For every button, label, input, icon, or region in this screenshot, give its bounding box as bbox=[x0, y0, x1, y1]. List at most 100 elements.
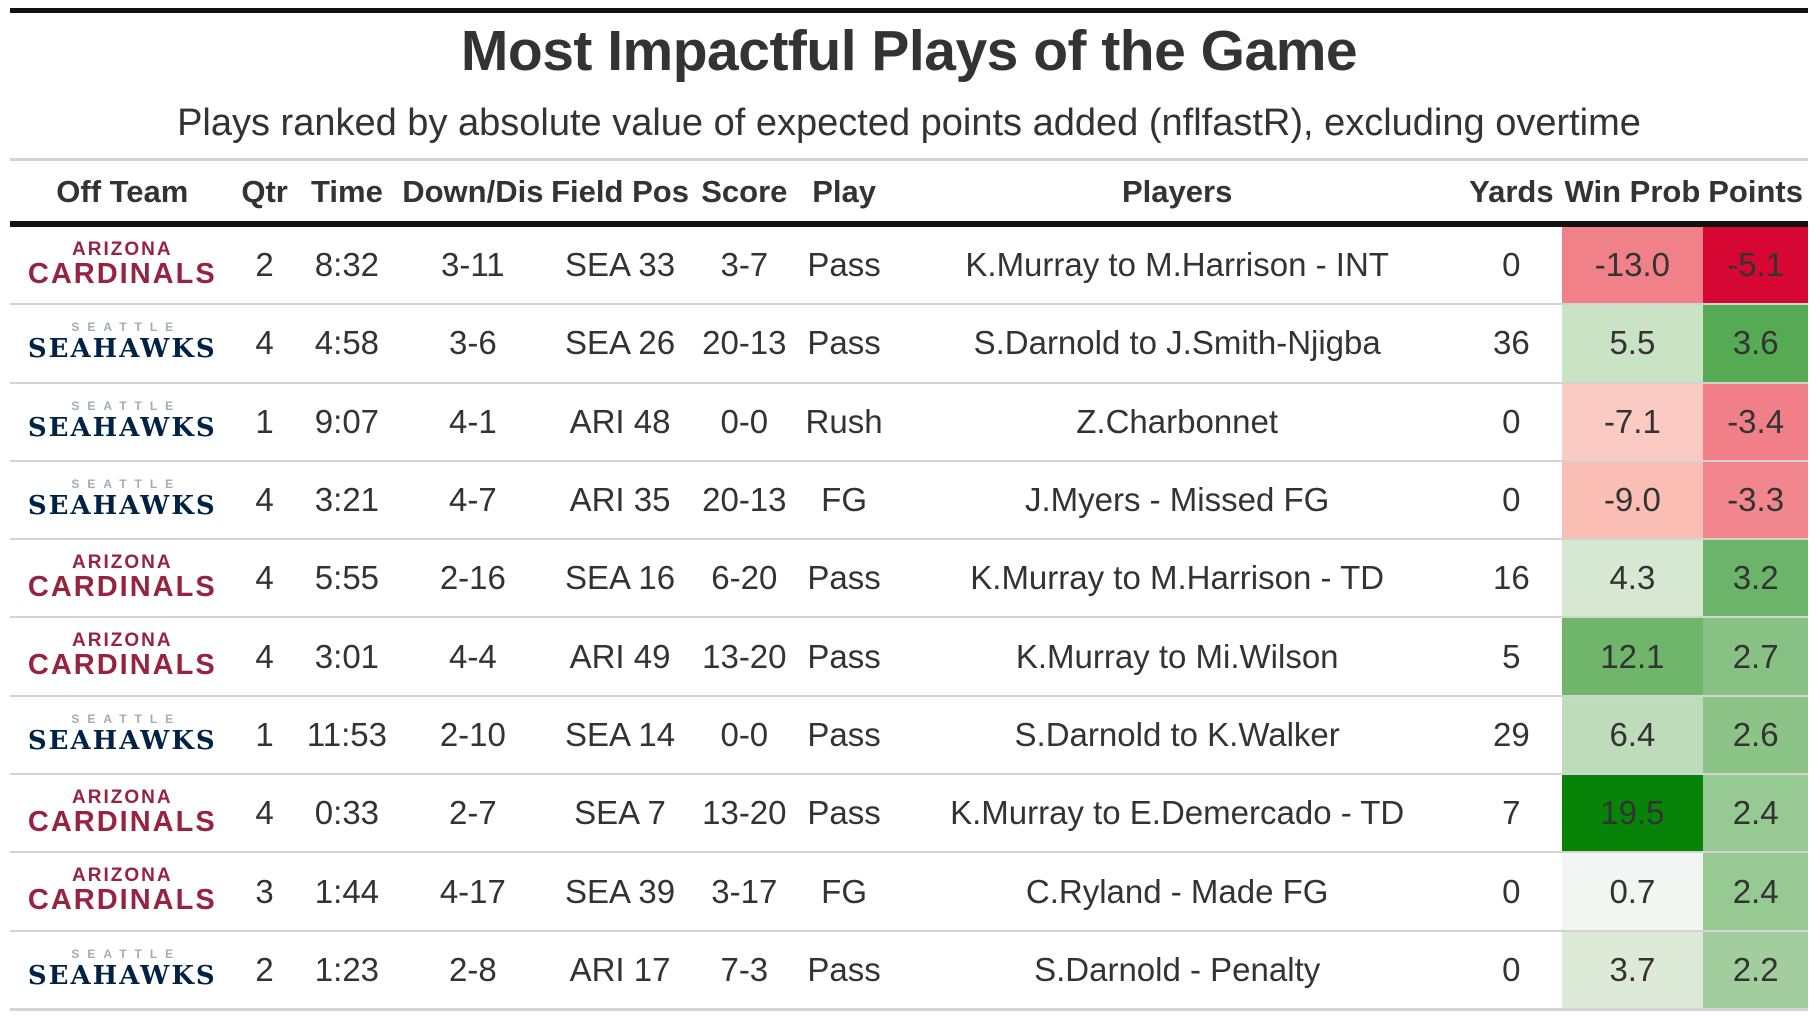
yards-cell: 0 bbox=[1461, 852, 1562, 932]
yards-cell: 7 bbox=[1461, 774, 1562, 854]
field-position-cell: SEA 33 bbox=[546, 224, 694, 306]
seahawks-logo: SEATTLE SEAHAWKS bbox=[28, 713, 217, 754]
logo-line-bottom: CARDINALS bbox=[27, 570, 217, 603]
quarter-cell: 4 bbox=[234, 304, 295, 384]
play-type-cell: FG bbox=[795, 852, 894, 932]
column-header-field-pos: Field Pos bbox=[546, 163, 694, 227]
table-subtitle: Plays ranked by absolute value of expect… bbox=[177, 102, 1641, 144]
plays-table: Off Team Qtr Time Down/Dis Field Pos Sco… bbox=[10, 163, 1808, 1011]
team-logo-cell: ARIZONA CARDINALS bbox=[10, 539, 235, 619]
points-cell: 2.7 bbox=[1703, 617, 1808, 697]
players-cell: C.Ryland - Made FG bbox=[893, 852, 1462, 932]
down-distance-cell: 2-8 bbox=[399, 930, 547, 1011]
logo-line-bottom: SEAHAWKS bbox=[27, 960, 217, 991]
yards-cell: 0 bbox=[1461, 930, 1562, 1011]
table-row: SEATTLE SEAHAWKS 1 11:53 2-10 SEA 14 0-0 Pass S.… bbox=[10, 695, 1808, 776]
top-rule bbox=[10, 8, 1808, 13]
down-distance-cell: 2-7 bbox=[399, 774, 547, 854]
logo-line-bottom: CARDINALS bbox=[27, 805, 217, 838]
table-row: SEATTLE SEAHAWKS 2 1:23 2-8 ARI 17 7-3 Pass S.Da… bbox=[10, 930, 1808, 1011]
seahawks-logo: SEATTLE SEAHAWKS bbox=[28, 478, 217, 519]
column-header-yards: Yards bbox=[1461, 163, 1562, 227]
column-header-time: Time bbox=[294, 163, 400, 227]
yards-cell: 0 bbox=[1461, 460, 1562, 541]
score-cell: 20-13 bbox=[693, 304, 796, 384]
logo-line-bottom: CARDINALS bbox=[27, 884, 217, 917]
play-type-cell: Pass bbox=[795, 695, 894, 776]
yards-cell: 29 bbox=[1461, 695, 1562, 776]
field-position-cell: ARI 17 bbox=[546, 930, 694, 1011]
time-cell: 5:55 bbox=[294, 539, 400, 619]
down-distance-cell: 2-16 bbox=[399, 539, 547, 619]
quarter-cell: 1 bbox=[234, 695, 295, 776]
score-cell: 6-20 bbox=[693, 539, 796, 619]
seahawks-logo: SEATTLE SEAHAWKS bbox=[28, 948, 217, 989]
points-cell: 2.2 bbox=[1703, 930, 1808, 1011]
table-row: SEATTLE SEAHAWKS 4 3:21 4-7 ARI 35 20-13 FG J.My… bbox=[10, 460, 1808, 541]
win-prob-cell: 12.1 bbox=[1561, 617, 1704, 697]
quarter-cell: 3 bbox=[234, 852, 295, 932]
logo-line-top: ARIZONA bbox=[72, 630, 173, 652]
column-header-qtr: Qtr bbox=[234, 163, 295, 227]
table-row: ARIZONA CARDINALS 4 3:01 4-4 ARI 49 13-20 Pass K… bbox=[10, 617, 1808, 697]
seahawks-logo: SEATTLE SEAHAWKS bbox=[28, 400, 217, 441]
play-type-cell: FG bbox=[795, 460, 894, 541]
yards-cell: 16 bbox=[1461, 539, 1562, 619]
logo-line-bottom: SEAHAWKS bbox=[27, 412, 217, 443]
score-cell: 3-17 bbox=[693, 852, 796, 932]
field-position-cell: SEA 39 bbox=[546, 852, 694, 932]
column-header-win-prob: Win Prob bbox=[1561, 163, 1704, 227]
points-cell: -3.4 bbox=[1703, 382, 1808, 462]
points-cell: 3.6 bbox=[1703, 304, 1808, 384]
team-logo-cell: ARIZONA CARDINALS bbox=[10, 224, 235, 306]
down-distance-cell: 2-10 bbox=[399, 695, 547, 776]
team-logo-cell: ARIZONA CARDINALS bbox=[10, 774, 235, 854]
win-prob-cell: -13.0 bbox=[1561, 224, 1704, 306]
down-distance-cell: 4-4 bbox=[399, 617, 547, 697]
logo-line-bottom: CARDINALS bbox=[27, 257, 217, 290]
table-row: ARIZONA CARDINALS 2 8:32 3-11 SEA 33 3-7 Pass K.… bbox=[10, 224, 1808, 306]
quarter-cell: 1 bbox=[234, 382, 295, 462]
field-position-cell: ARI 35 bbox=[546, 460, 694, 541]
quarter-cell: 4 bbox=[234, 539, 295, 619]
logo-line-bottom: SEAHAWKS bbox=[27, 725, 217, 756]
time-cell: 4:58 bbox=[294, 304, 400, 384]
win-prob-cell: 5.5 bbox=[1561, 304, 1704, 384]
column-header-score: Score bbox=[693, 163, 796, 227]
table-row: SEATTLE SEAHAWKS 4 4:58 3-6 SEA 26 20-13 Pass S.… bbox=[10, 304, 1808, 384]
quarter-cell: 2 bbox=[234, 930, 295, 1011]
time-cell: 1:44 bbox=[294, 852, 400, 932]
players-cell: J.Myers - Missed FG bbox=[893, 460, 1462, 541]
table-row: ARIZONA CARDINALS 3 1:44 4-17 SEA 39 3-17 FG C.R… bbox=[10, 852, 1808, 932]
play-type-cell: Pass bbox=[795, 774, 894, 854]
quarter-cell: 4 bbox=[234, 774, 295, 854]
team-logo-cell: SEATTLE SEAHAWKS bbox=[10, 304, 235, 384]
score-cell: 7-3 bbox=[693, 930, 796, 1011]
header-divider bbox=[10, 158, 1808, 161]
logo-line-bottom: SEAHAWKS bbox=[27, 491, 217, 522]
score-cell: 20-13 bbox=[693, 460, 796, 541]
time-cell: 3:21 bbox=[294, 460, 400, 541]
win-prob-cell: -9.0 bbox=[1561, 460, 1704, 541]
logo-line-bottom: CARDINALS bbox=[27, 649, 217, 682]
logo-line-top: SEATTLE bbox=[71, 946, 182, 961]
win-prob-cell: 3.7 bbox=[1561, 930, 1704, 1011]
play-type-cell: Pass bbox=[795, 224, 894, 306]
team-logo-cell: SEATTLE SEAHAWKS bbox=[10, 695, 235, 776]
time-cell: 11:53 bbox=[294, 695, 400, 776]
table-title: Most Impactful Plays of the Game bbox=[460, 19, 1358, 83]
column-header-off-team: Off Team bbox=[10, 163, 235, 227]
logo-line-top: SEATTLE bbox=[71, 477, 182, 492]
players-cell: K.Murray to Mi.Wilson bbox=[893, 617, 1462, 697]
time-cell: 0:33 bbox=[294, 774, 400, 854]
field-position-cell: SEA 14 bbox=[546, 695, 694, 776]
win-prob-cell: 0.7 bbox=[1561, 852, 1704, 932]
cardinals-logo: ARIZONA CARDINALS bbox=[28, 240, 217, 289]
win-prob-cell: 19.5 bbox=[1561, 774, 1704, 854]
time-cell: 1:23 bbox=[294, 930, 400, 1011]
quarter-cell: 2 bbox=[234, 224, 295, 306]
players-cell: S.Darnold to K.Walker bbox=[893, 695, 1462, 776]
field-position-cell: ARI 48 bbox=[546, 382, 694, 462]
column-header-players: Players bbox=[893, 163, 1462, 227]
points-cell: 3.2 bbox=[1703, 539, 1808, 619]
